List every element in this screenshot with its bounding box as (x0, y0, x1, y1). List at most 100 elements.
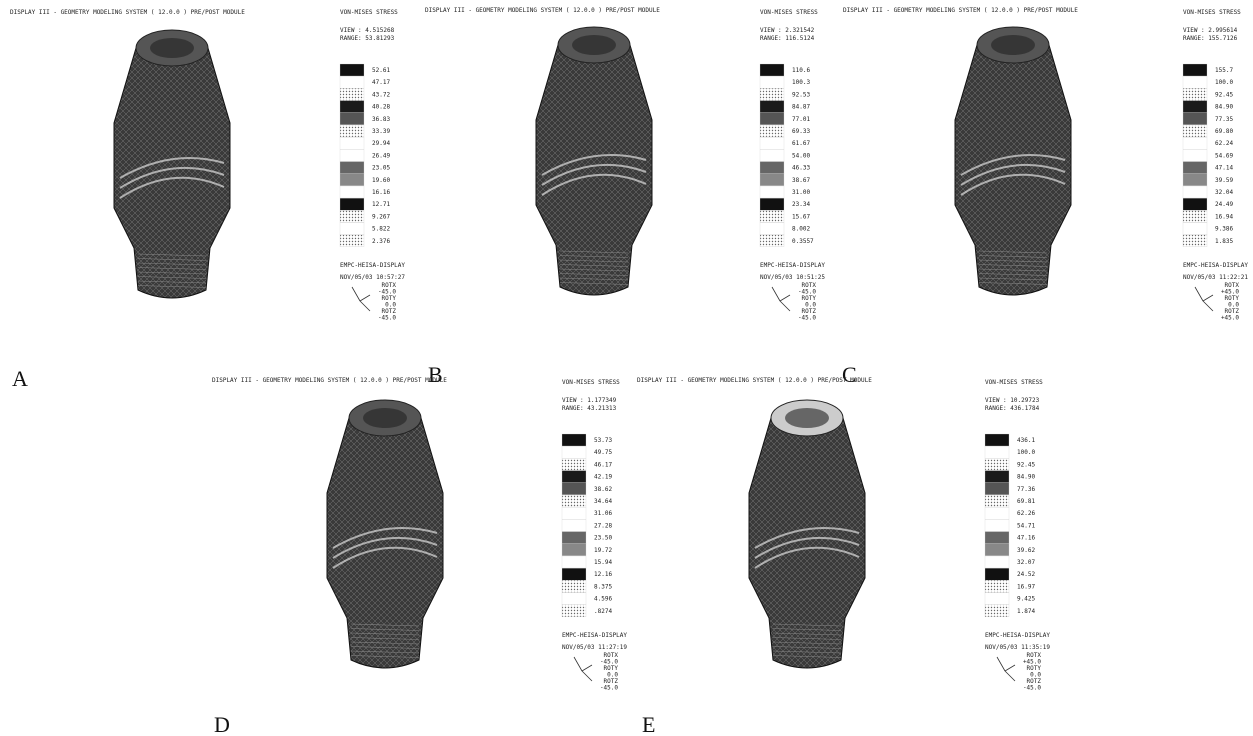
legend-value: 8.375 (594, 583, 612, 590)
legend-value: 4.596 (594, 596, 612, 603)
axis-triad (772, 287, 790, 311)
legend-value: 39.62 (1017, 547, 1035, 554)
legend-value: 16.97 (1017, 583, 1035, 590)
legend-swatch (760, 210, 784, 222)
panel: DISPLAY III - GEOMETRY MODELING SYSTEM (… (425, 7, 825, 387)
legend-value: 84.90 (1215, 104, 1233, 111)
header: DISPLAY III - GEOMETRY MODELING SYSTEM (… (212, 377, 447, 384)
view: VIEW : 2.995614 (1183, 27, 1238, 34)
legend-value: 47.17 (372, 79, 390, 86)
legend-value: 9.425 (1017, 596, 1035, 603)
legend-value: 27.28 (594, 522, 612, 529)
footer: EMPC-HEISA-DISPLAY (985, 632, 1050, 639)
legend-swatch (1183, 162, 1207, 174)
legend-swatch (985, 507, 1009, 519)
panel-label: A (12, 366, 28, 391)
legend-swatch (985, 434, 1009, 446)
legend-swatch (1183, 88, 1207, 100)
legend-swatch (562, 495, 586, 507)
legend-value: 100.3 (792, 79, 810, 86)
model-top-inner (150, 38, 194, 58)
legend-swatch (760, 76, 784, 88)
date: NOV/05/03 11:35:19 (985, 644, 1050, 651)
panel: DISPLAY III - GEOMETRY MODELING SYSTEM (… (637, 377, 1050, 736)
legend-value: 29.94 (372, 140, 390, 147)
legend-value: 19.72 (594, 547, 612, 554)
panel: DISPLAY III - GEOMETRY MODELING SYSTEM (… (842, 7, 1248, 387)
legend-title: VON-MISES STRESS (985, 379, 1043, 386)
legend-value: 1.835 (1215, 238, 1233, 245)
axis-triad (997, 657, 1015, 681)
legend-swatch (1183, 210, 1207, 222)
legend-swatch (340, 210, 364, 222)
legend-swatch (760, 137, 784, 149)
legend-swatch (562, 568, 586, 580)
legend-value: 47.16 (1017, 535, 1035, 542)
legend-value: 34.64 (594, 498, 612, 505)
range: RANGE: 116.5124 (760, 35, 815, 42)
legend-swatch (760, 101, 784, 113)
legend-swatch (340, 223, 364, 235)
legend-swatch (985, 446, 1009, 458)
legend-swatch (985, 580, 1009, 592)
legend-value: 36.83 (372, 116, 390, 123)
legend-title: VON-MISES STRESS (340, 9, 398, 16)
rotation: -45.0 (378, 315, 396, 322)
legend-swatch (760, 198, 784, 210)
header: DISPLAY III - GEOMETRY MODELING SYSTEM (… (425, 7, 660, 14)
legend-swatch (1183, 198, 1207, 210)
legend-swatch (562, 483, 586, 495)
legend-value: 26.49 (372, 152, 390, 159)
legend-value: 40.28 (372, 104, 390, 111)
view: VIEW : 1.177349 (562, 397, 617, 404)
legend-swatch (1183, 186, 1207, 198)
legend-value: 9.386 (1215, 226, 1233, 233)
legend-value: 33.39 (372, 128, 390, 135)
legend-swatch (562, 458, 586, 470)
legend-swatch (1183, 125, 1207, 137)
legend-swatch (340, 198, 364, 210)
legend-value: 23.34 (792, 201, 810, 208)
legend-value: 47.14 (1215, 165, 1233, 172)
legend-value: 62.24 (1215, 140, 1233, 147)
range: RANGE: 436.1784 (985, 405, 1040, 412)
legend-value: 38.67 (792, 177, 810, 184)
legend-swatch (1183, 101, 1207, 113)
legend-swatch (562, 434, 586, 446)
legend-swatch (985, 605, 1009, 617)
legend-swatch (1183, 64, 1207, 76)
view: VIEW : 4.515268 (340, 27, 395, 34)
legend-swatch (760, 235, 784, 247)
legend-swatch (562, 605, 586, 617)
range: RANGE: 53.81293 (340, 35, 395, 42)
legend-value: 1.874 (1017, 608, 1035, 615)
axis-triad (574, 657, 592, 681)
legend-swatch (1183, 235, 1207, 247)
header: DISPLAY III - GEOMETRY MODELING SYSTEM (… (843, 7, 1078, 14)
legend-swatch (340, 174, 364, 186)
panel-label: D (214, 712, 230, 736)
legend-value: 84.87 (792, 104, 810, 111)
legend-value: 16.16 (372, 189, 390, 196)
legend-value: 12.16 (594, 571, 612, 578)
legend-value: 31.06 (594, 510, 612, 517)
legend-value: 31.00 (792, 189, 810, 196)
legend-value: 100.0 (1017, 449, 1035, 456)
legend-value: 19.60 (372, 177, 390, 184)
legend-value: 69.33 (792, 128, 810, 135)
legend-value: 32.04 (1215, 189, 1233, 196)
legend-swatch (985, 593, 1009, 605)
legend-swatch (985, 471, 1009, 483)
date: NOV/05/03 10:57:27 (340, 274, 405, 281)
legend-swatch (340, 162, 364, 174)
legend-swatch (760, 88, 784, 100)
legend-swatch (760, 125, 784, 137)
legend-value: 15.67 (792, 213, 810, 220)
legend-value: 23.05 (372, 165, 390, 172)
legend-value: 100.0 (1215, 79, 1233, 86)
legend-swatch (340, 101, 364, 113)
legend-swatch (760, 64, 784, 76)
legend-swatch (985, 568, 1009, 580)
legend-value: 23.50 (594, 535, 612, 542)
legend-swatch (1183, 174, 1207, 186)
